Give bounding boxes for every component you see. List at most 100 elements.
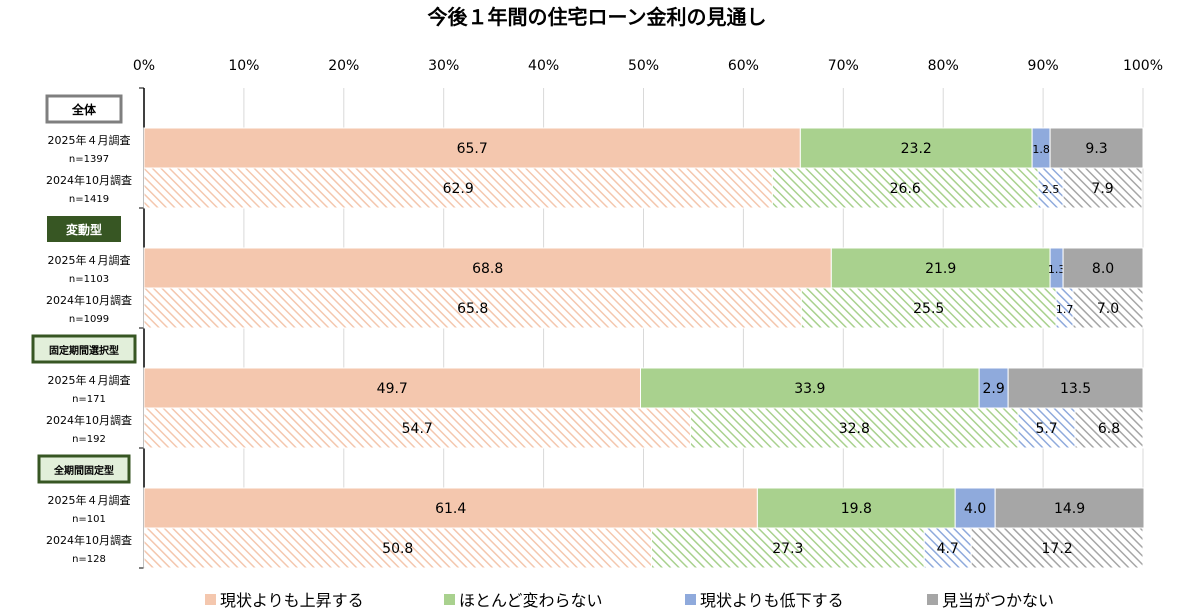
bar-segment <box>143 247 832 289</box>
bar-segment <box>1017 407 1076 449</box>
legend-swatch <box>444 594 455 605</box>
bar-value-label: 17.2 <box>1042 541 1073 557</box>
bar-segment <box>994 487 1145 529</box>
bar-segment <box>830 247 1051 289</box>
row-n-label: n=1397 <box>69 154 109 165</box>
bars: 65.7 23.2 1.8 9.3 62.9 26.6 2.5 7.9 68.8 21.9 1.3 8… <box>143 127 1145 569</box>
bar-segment <box>954 487 996 529</box>
group-header-box <box>45 94 123 124</box>
bar-segment <box>689 407 1019 449</box>
bar-value-label: 9.3 <box>1085 141 1107 157</box>
bar-value-label: 4.0 <box>964 501 986 517</box>
bar-segment <box>1037 167 1064 209</box>
bar-value-label: 33.9 <box>794 381 825 397</box>
bar-value-label: 19.8 <box>841 501 872 517</box>
legend-swatch <box>205 594 216 605</box>
row-survey-label: 2025年４月調査 <box>48 493 131 507</box>
bar-value-label: 32.8 <box>839 421 870 437</box>
bar-value-label: 21.9 <box>925 261 956 277</box>
bar-value-label: 2.9 <box>983 381 1005 397</box>
row-n-label: n=1419 <box>69 194 109 205</box>
x-tick-label: 50% <box>628 58 659 74</box>
bar-value-label: 65.7 <box>457 141 488 157</box>
x-tick-label: 90% <box>1028 58 1059 74</box>
group-header-box <box>31 334 137 364</box>
row-n-label: n=1099 <box>69 314 109 325</box>
bar-segment <box>1074 407 1144 449</box>
row-n-label: n=128 <box>72 554 106 565</box>
bar-value-label: 61.4 <box>435 501 466 517</box>
x-tick-label: 100% <box>1123 58 1163 74</box>
bar-value-label: 7.9 <box>1091 181 1113 197</box>
row-survey-label: 2024年10月調査 <box>46 533 132 547</box>
legend: 現状よりも上昇する ほとんど変わらない 現状よりも低下する 見当がつかない <box>205 591 1054 610</box>
bar-segment <box>771 167 1039 209</box>
bar-value-label: 26.6 <box>890 181 921 197</box>
bar-segment <box>650 527 925 569</box>
row-n-label: n=171 <box>72 394 106 405</box>
group-header-label: 固定期間選択型 <box>49 344 119 357</box>
bar-segment <box>970 527 1144 569</box>
bar-value-label: 68.8 <box>472 261 503 277</box>
row-survey-label: 2024年10月調査 <box>46 173 132 187</box>
bar-segment <box>1072 287 1144 329</box>
bar-value-label: 50.8 <box>382 541 413 557</box>
bar-segment <box>143 487 758 529</box>
bar-value-label: 25.5 <box>913 301 944 317</box>
chart-title: 今後１年間の住宅ローン金利の見通し <box>428 5 767 29</box>
group-header-label: 変動型 <box>66 222 102 237</box>
row-labels: 全体 2025年４月調査 n=1397 2024年10月調査 n=1419 変動型 2025… <box>31 94 137 565</box>
x-tick-label: 70% <box>828 58 859 74</box>
bar-value-label: 1.3 <box>1048 263 1066 276</box>
bar-value-label: 13.5 <box>1060 381 1091 397</box>
bar-value-label: 23.2 <box>901 141 932 157</box>
row-survey-label: 2025年４月調査 <box>48 373 131 387</box>
x-tick-label: 0% <box>133 58 155 74</box>
x-tick-label: 40% <box>528 58 559 74</box>
bar-value-label: 54.7 <box>402 421 433 437</box>
bar-value-label: 65.8 <box>457 301 488 317</box>
bar-segment <box>1062 167 1143 209</box>
bar-value-label: 6.8 <box>1098 421 1120 437</box>
row-n-label: n=1103 <box>69 274 109 285</box>
legend-swatch <box>685 594 696 605</box>
bar-value-label: 1.7 <box>1056 303 1074 316</box>
bar-segment <box>1049 127 1144 169</box>
legend-label: 現状よりも低下する <box>700 591 844 610</box>
bar-segment <box>1007 367 1144 409</box>
bar-value-label: 14.9 <box>1054 501 1085 517</box>
bar-value-label: 1.8 <box>1032 143 1050 156</box>
bar-value-label: 4.7 <box>937 541 959 557</box>
bar-segment <box>640 367 980 409</box>
group-header-box <box>47 216 121 242</box>
bar-segment <box>143 287 802 329</box>
bar-segment <box>143 167 773 209</box>
x-tick-label: 10% <box>228 58 259 74</box>
x-axis-ticks: 0% 10% 20% 30% 40% 50% 60% 70% 80% 90% 100% <box>133 58 1163 74</box>
x-tick-label: 20% <box>328 58 359 74</box>
bar-segment <box>143 527 652 569</box>
legend-label: 現状よりも上昇する <box>220 591 364 610</box>
group-header-label: 全体 <box>71 102 97 117</box>
bar-value-label: 2.5 <box>1042 183 1060 196</box>
bar-segment <box>756 487 956 529</box>
legend-swatch <box>927 594 938 605</box>
bar-value-label: 8.0 <box>1092 261 1114 277</box>
bar-value-label: 62.9 <box>443 181 474 197</box>
row-n-label: n=101 <box>72 514 106 525</box>
bar-segment <box>143 407 691 449</box>
row-survey-label: 2024年10月調査 <box>46 413 132 427</box>
x-tick-label: 30% <box>428 58 459 74</box>
row-survey-label: 2024年10月調査 <box>46 293 132 307</box>
row-survey-label: 2025年４月調査 <box>48 133 131 147</box>
group-header-label: 全期間固定型 <box>53 464 114 477</box>
bar-value-label: 49.7 <box>377 381 408 397</box>
bar-value-label: 27.3 <box>772 541 803 557</box>
bar-segment <box>143 367 642 409</box>
bar-value-label: 7.0 <box>1097 301 1119 317</box>
row-n-label: n=192 <box>72 434 106 445</box>
row-survey-label: 2025年４月調査 <box>48 253 131 267</box>
x-tick-label: 80% <box>928 58 959 74</box>
x-tick-label: 60% <box>728 58 759 74</box>
